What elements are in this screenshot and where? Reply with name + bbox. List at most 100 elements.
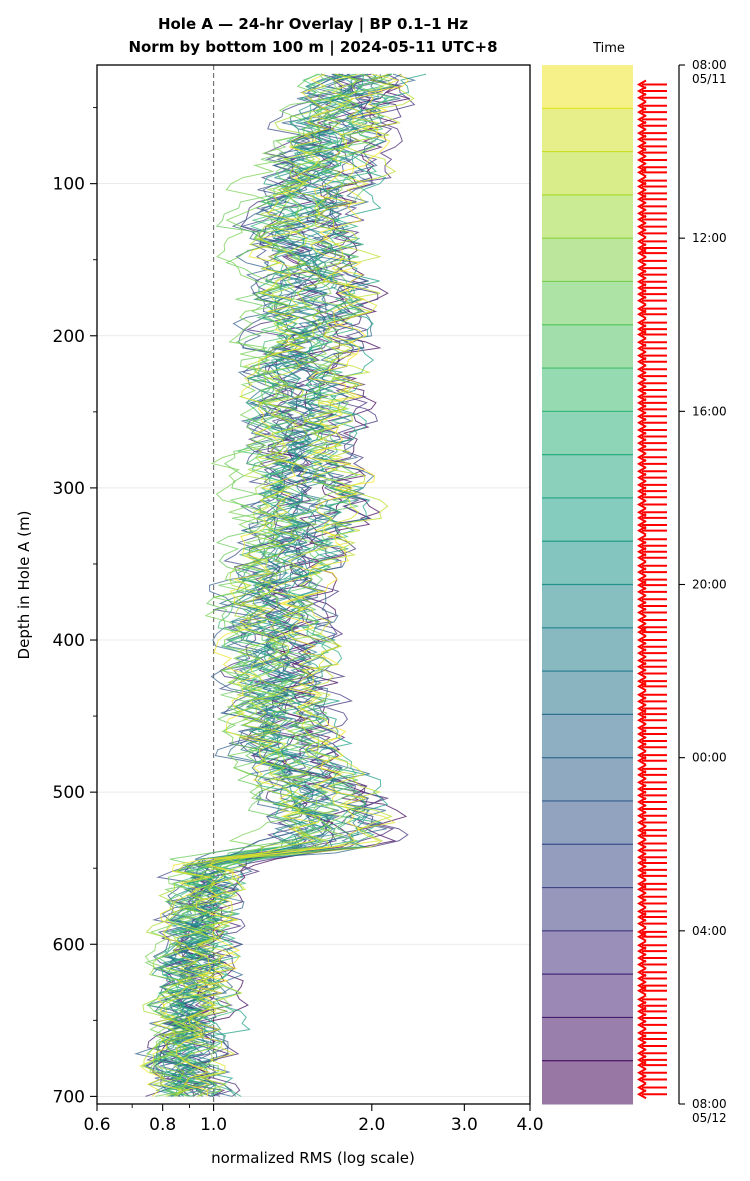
colorbar-band	[542, 1060, 633, 1105]
time-marker-head	[636, 431, 647, 442]
colorbar-band	[542, 974, 633, 1018]
colorbar-tick-label: 00:00	[692, 751, 727, 765]
time-marker-head	[636, 356, 647, 367]
colorbar-tick-label: 16:00	[692, 404, 727, 418]
time-marker-head	[636, 1082, 647, 1093]
time-marker-head	[636, 248, 647, 259]
time-marker-head	[636, 615, 647, 625]
colorbar-band	[542, 497, 633, 542]
time-marker-head	[636, 755, 647, 766]
time-marker-head	[636, 681, 647, 692]
plot-frame	[96, 64, 531, 1105]
x-tick-label: 0.6	[83, 1115, 110, 1135]
x-tick-label: 1.0	[200, 1115, 227, 1135]
series-line	[144, 73, 343, 1097]
colorbar-band	[542, 757, 633, 802]
time-marker-head	[636, 364, 647, 375]
time-marker-head	[636, 696, 647, 707]
series-line	[143, 73, 359, 1097]
colorbar-band	[542, 281, 633, 326]
time-marker-head	[636, 256, 647, 266]
time-marker-head	[636, 1041, 647, 1051]
time-marker-head	[636, 92, 647, 103]
time-marker-head	[636, 371, 647, 382]
series-line	[142, 73, 358, 1097]
time-marker-head	[636, 444, 647, 455]
series-group	[134, 73, 427, 1097]
time-marker-head	[636, 452, 647, 463]
time-marker-head	[636, 959, 647, 970]
series-line	[139, 73, 331, 1097]
plot-area: 0.6 0.8 1.0 2.0 3.0 4.0 100 200 300 400 500 600 700	[53, 64, 544, 1135]
colorbar-tick-label: 04:00	[692, 924, 727, 938]
time-marker-head	[636, 1019, 647, 1030]
time-marker-head	[636, 770, 647, 780]
time-marker-head	[636, 329, 647, 340]
x-tick-label: 0.8	[149, 1115, 176, 1135]
series-line	[165, 73, 394, 1097]
time-marker-head	[636, 1060, 647, 1071]
chart-title-line2: Norm by bottom 100 m | 2024-05-11 UTC+8	[128, 38, 497, 57]
x-tick-label: 3.0	[451, 1115, 478, 1135]
time-marker-head	[636, 742, 647, 753]
time-marker-head	[636, 898, 647, 909]
series-line	[145, 73, 352, 1097]
series-line	[181, 73, 415, 1097]
series-line	[176, 73, 400, 1097]
time-marker-head	[636, 804, 647, 814]
time-marker-head	[636, 438, 647, 448]
colorbar-tick-label: 20:00	[692, 578, 727, 592]
colorbar-band	[542, 324, 633, 369]
time-marker-head	[636, 459, 647, 469]
colorbar-tick-date: 05/11	[692, 72, 727, 86]
time-marker-head	[636, 214, 647, 225]
time-marker-head	[636, 492, 647, 503]
series-line	[180, 73, 416, 1097]
x-tick-label: 4.0	[516, 1115, 543, 1135]
colorbar-band	[542, 844, 633, 889]
time-marker-head	[636, 1074, 647, 1085]
colorbar-band	[542, 368, 633, 412]
time-marker-head	[636, 378, 647, 389]
time-marker-head	[636, 534, 647, 545]
time-marker-head	[636, 715, 647, 726]
y-tick-label: 600	[53, 935, 85, 955]
time-marker-head	[636, 398, 647, 408]
time-marker-head	[636, 627, 647, 638]
time-marker-head	[636, 931, 647, 942]
time-marker-head	[636, 309, 647, 320]
time-marker-head	[636, 147, 647, 158]
colorbar-tick-date: 05/12	[692, 1111, 727, 1125]
time-marker-head	[636, 668, 647, 679]
colorbar-band	[542, 454, 633, 499]
time-marker-head	[636, 607, 647, 618]
time-marker-head	[636, 817, 647, 828]
colorbar-bands	[542, 65, 633, 1105]
time-marker-head	[636, 513, 647, 523]
time-marker-head	[636, 830, 647, 841]
time-marker-head	[636, 1013, 647, 1023]
time-marker-head	[636, 1006, 647, 1017]
y-tick-label: 100	[53, 175, 85, 195]
series-line	[155, 73, 364, 1097]
y-tick-label: 700	[53, 1087, 85, 1107]
time-marker-head	[636, 236, 647, 247]
time-marker-head	[636, 221, 647, 232]
y-axis-ticks: 100 200 300 400 500 600 700	[53, 107, 97, 1107]
time-marker-head	[636, 891, 647, 902]
colorbar-band	[542, 238, 633, 282]
time-marker-head	[636, 525, 647, 536]
time-marker-head	[636, 167, 647, 178]
time-marker-head	[636, 635, 647, 645]
series-line	[186, 73, 427, 1097]
time-marker-head	[636, 729, 647, 739]
colorbar-band	[542, 800, 633, 845]
time-marker-head	[636, 1089, 647, 1100]
time-marker-head	[636, 194, 647, 205]
time-marker-head	[636, 845, 647, 856]
time-marker-head	[636, 1048, 647, 1059]
colorbar-time-markers	[636, 79, 667, 1100]
time-marker-head	[636, 790, 647, 801]
